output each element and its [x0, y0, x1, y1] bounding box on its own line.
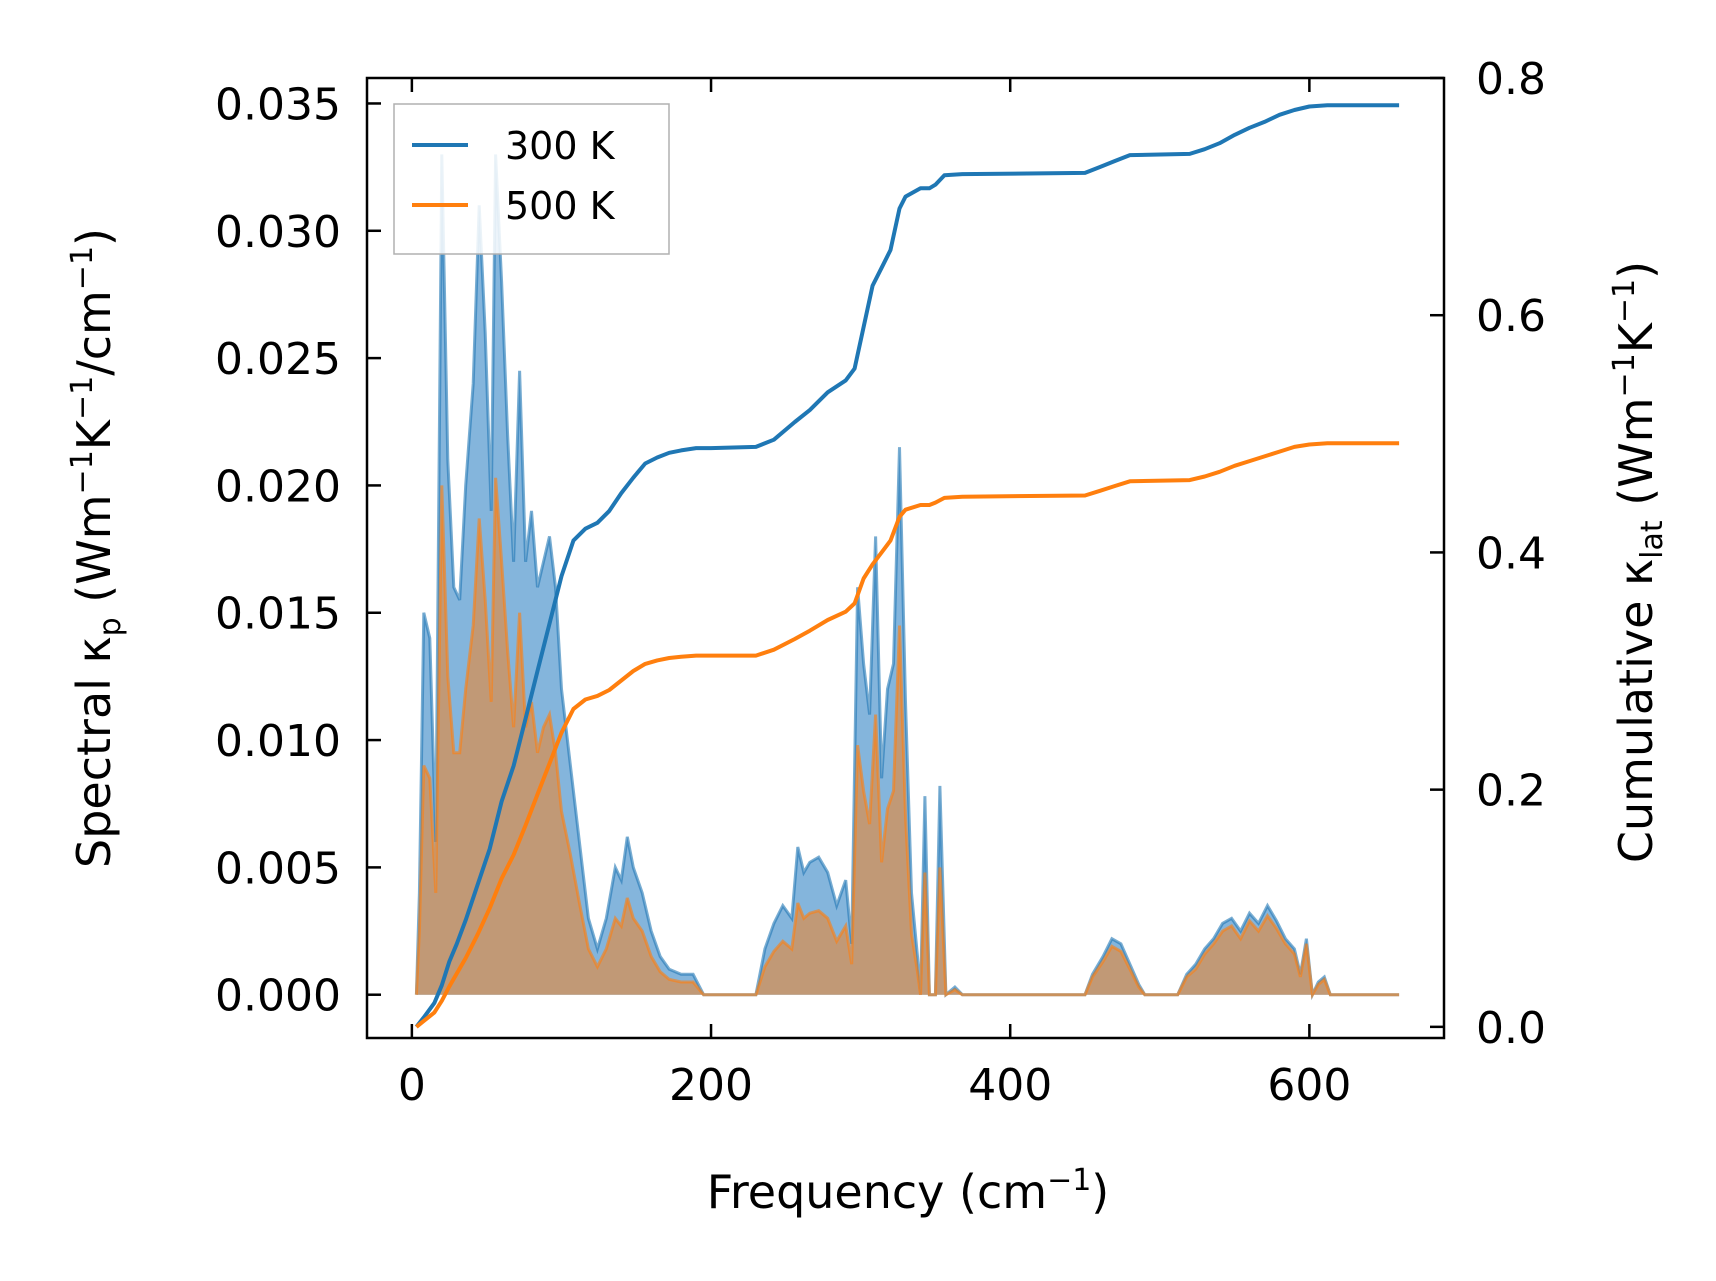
y-left-tick-label: 0.020: [215, 461, 341, 512]
y-left-tick-label: 0.030: [215, 207, 341, 258]
x-axis-label: Frequency (cm−1): [707, 1163, 1110, 1219]
legend-label-300k: 300 K: [505, 124, 616, 168]
spectral-outline-300k: [414, 154, 1400, 1001]
y-left-tick-label: 0.025: [215, 334, 341, 385]
x-tick-label: 0: [398, 1060, 426, 1111]
cumulative-line-300k: [414, 103, 1400, 1029]
cumulative-line-500k: [415, 441, 1400, 1029]
y-left-tick-label: 0.015: [215, 589, 341, 640]
x-tick-label: 400: [968, 1060, 1052, 1111]
y-left-tick-label: 0.005: [215, 843, 341, 894]
y-axis-label-left: Spectral κp (Wm−1K−1/cm−1): [65, 228, 128, 868]
legend-label-500k: 500 K: [505, 184, 616, 228]
y-right-tick-label: 0.8: [1476, 54, 1546, 105]
y-right-tick-label: 0.2: [1476, 766, 1546, 817]
plot-frame: [365, 76, 1446, 1040]
spectral-fills: [414, 154, 1400, 1001]
y-left-tick-label: 0.035: [215, 79, 341, 130]
y-right-tick-label: 0.6: [1476, 291, 1546, 342]
x-tick-label: 600: [1267, 1060, 1351, 1111]
spectral-outline-500k: [414, 477, 1400, 1000]
y-right-tick-label: 0.4: [1476, 528, 1546, 579]
y-left-tick-label: 0.000: [215, 971, 341, 1022]
legend: 300 K 500 K: [393, 103, 670, 255]
spectral-area-500k: [416, 477, 1400, 995]
axis-ticks: 0 200 400 600 0.000 0.005 0.010 0.015 0.020 0.025…: [215, 54, 1546, 1111]
y-left-tick-label: 0.010: [215, 716, 341, 767]
y-right-tick-label: 0.0: [1476, 1003, 1546, 1054]
y-axis-label-right: Cumulative κlat (Wm−1K−1): [1607, 261, 1670, 863]
legend-box: [393, 103, 670, 255]
cumulative-lines: [414, 103, 1400, 1029]
x-tick-label: 200: [669, 1060, 753, 1111]
